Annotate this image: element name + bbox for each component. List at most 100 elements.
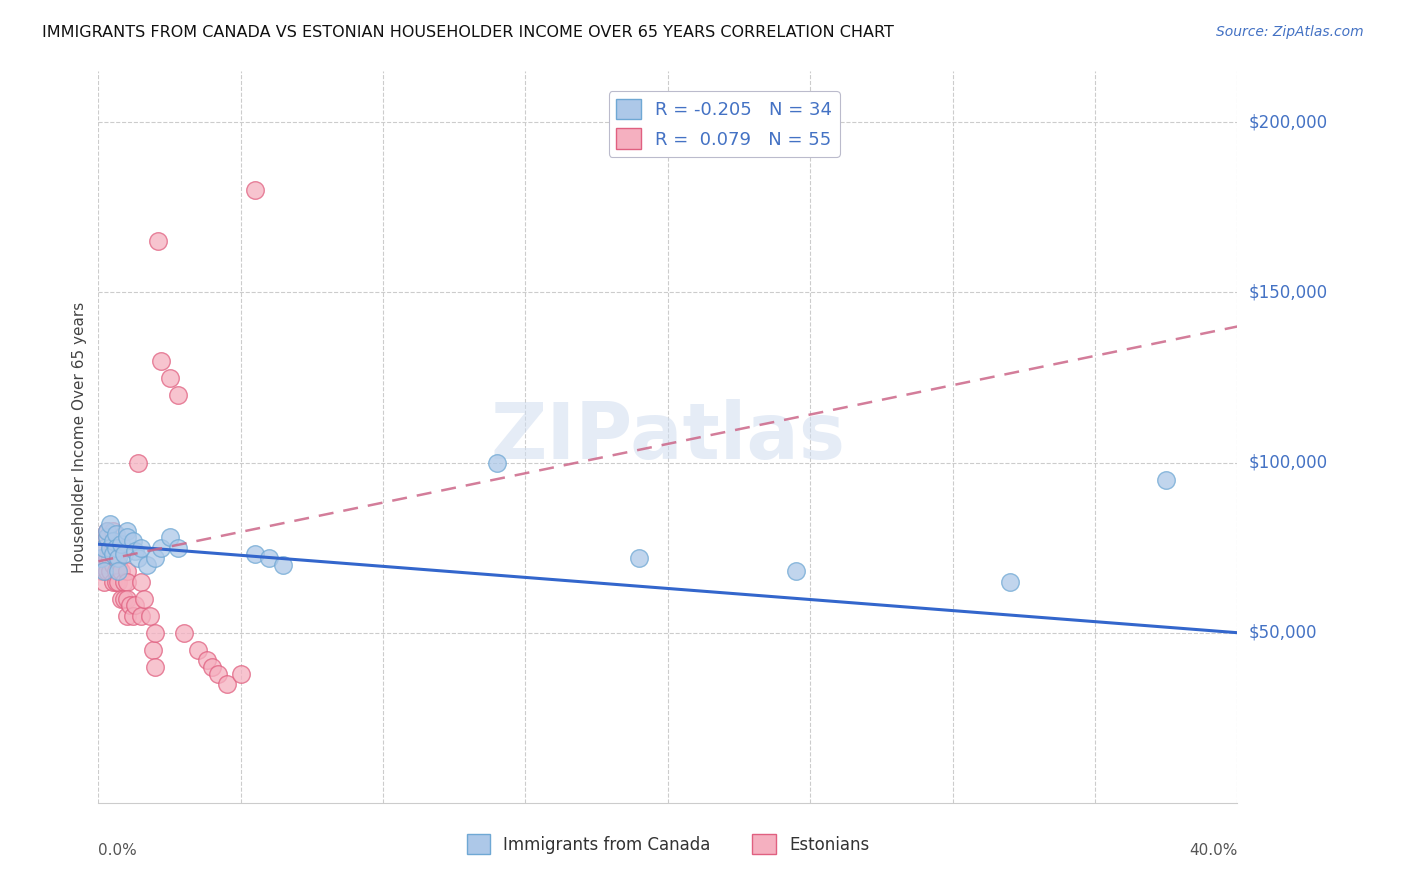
Point	[96, 531, 118, 545]
Point	[93, 550, 115, 565]
Point	[145, 550, 167, 565]
Point	[121, 608, 143, 623]
Point	[243, 183, 266, 197]
Point	[101, 524, 124, 538]
Point	[115, 591, 138, 606]
Point	[104, 574, 127, 589]
Point	[135, 558, 157, 572]
Point	[124, 599, 146, 613]
Point	[167, 387, 190, 401]
Point	[187, 642, 209, 657]
Point	[124, 544, 146, 558]
Point	[229, 666, 252, 681]
Text: $150,000: $150,000	[1249, 284, 1327, 301]
Point	[115, 531, 138, 545]
Point	[107, 574, 129, 589]
Point	[486, 456, 509, 470]
Point	[207, 666, 229, 681]
Point	[101, 574, 124, 589]
Point	[145, 659, 167, 673]
Point	[90, 558, 112, 572]
Point	[101, 541, 124, 555]
Y-axis label: Householder Income Over 65 years: Householder Income Over 65 years	[72, 301, 87, 573]
Point	[107, 550, 129, 565]
Point	[150, 353, 173, 368]
Point	[93, 574, 115, 589]
Point	[96, 524, 118, 538]
Point	[129, 541, 152, 555]
Point	[132, 591, 155, 606]
Point	[98, 550, 121, 565]
Point	[201, 659, 224, 673]
Legend: Immigrants from Canada, Estonians: Immigrants from Canada, Estonians	[460, 828, 876, 860]
Text: ZIPatlas: ZIPatlas	[491, 399, 845, 475]
Point	[98, 516, 121, 531]
Point	[129, 574, 152, 589]
Text: $50,000: $50,000	[1249, 624, 1317, 641]
Point	[115, 574, 138, 589]
Point	[107, 565, 129, 579]
Point	[259, 550, 281, 565]
Point	[104, 550, 127, 565]
Point	[112, 574, 135, 589]
Text: $100,000: $100,000	[1249, 454, 1327, 472]
Point	[112, 591, 135, 606]
Point	[104, 565, 127, 579]
Point	[145, 625, 167, 640]
Point	[215, 677, 238, 691]
Point	[90, 550, 112, 565]
Point	[98, 565, 121, 579]
Point	[167, 541, 190, 555]
Point	[96, 550, 118, 565]
Point	[110, 565, 132, 579]
Point	[173, 625, 195, 640]
Point	[195, 653, 218, 667]
Point	[129, 608, 152, 623]
Point	[107, 541, 129, 555]
Point	[127, 456, 149, 470]
Point	[101, 548, 124, 562]
Text: 40.0%: 40.0%	[1189, 843, 1237, 858]
Point	[150, 541, 173, 555]
Point	[115, 524, 138, 538]
Point	[243, 548, 266, 562]
Point	[121, 533, 143, 548]
Point	[93, 565, 115, 579]
Point	[107, 558, 129, 572]
Text: Source: ZipAtlas.com: Source: ZipAtlas.com	[1216, 25, 1364, 39]
Point	[96, 565, 118, 579]
Point	[96, 524, 118, 538]
Point	[998, 574, 1021, 589]
Point	[104, 527, 127, 541]
Point	[98, 541, 121, 555]
Point	[93, 541, 115, 555]
Point	[273, 558, 295, 572]
Point	[98, 541, 121, 555]
Point	[90, 565, 112, 579]
Point	[118, 599, 141, 613]
Text: IMMIGRANTS FROM CANADA VS ESTONIAN HOUSEHOLDER INCOME OVER 65 YEARS CORRELATION : IMMIGRANTS FROM CANADA VS ESTONIAN HOUSE…	[42, 25, 894, 40]
Point	[93, 565, 115, 579]
Point	[148, 235, 170, 249]
Text: $200,000: $200,000	[1249, 113, 1327, 131]
Point	[141, 642, 163, 657]
Text: 0.0%: 0.0%	[98, 843, 138, 858]
Point	[110, 537, 132, 551]
Point	[1154, 473, 1177, 487]
Point	[159, 370, 181, 384]
Point	[138, 608, 160, 623]
Point	[127, 550, 149, 565]
Point	[112, 548, 135, 562]
Point	[96, 531, 118, 545]
Point	[785, 565, 807, 579]
Point	[93, 541, 115, 555]
Point	[159, 531, 181, 545]
Point	[628, 550, 651, 565]
Point	[101, 533, 124, 548]
Point	[90, 550, 112, 565]
Point	[115, 608, 138, 623]
Point	[115, 565, 138, 579]
Point	[104, 541, 127, 555]
Point	[101, 558, 124, 572]
Point	[110, 591, 132, 606]
